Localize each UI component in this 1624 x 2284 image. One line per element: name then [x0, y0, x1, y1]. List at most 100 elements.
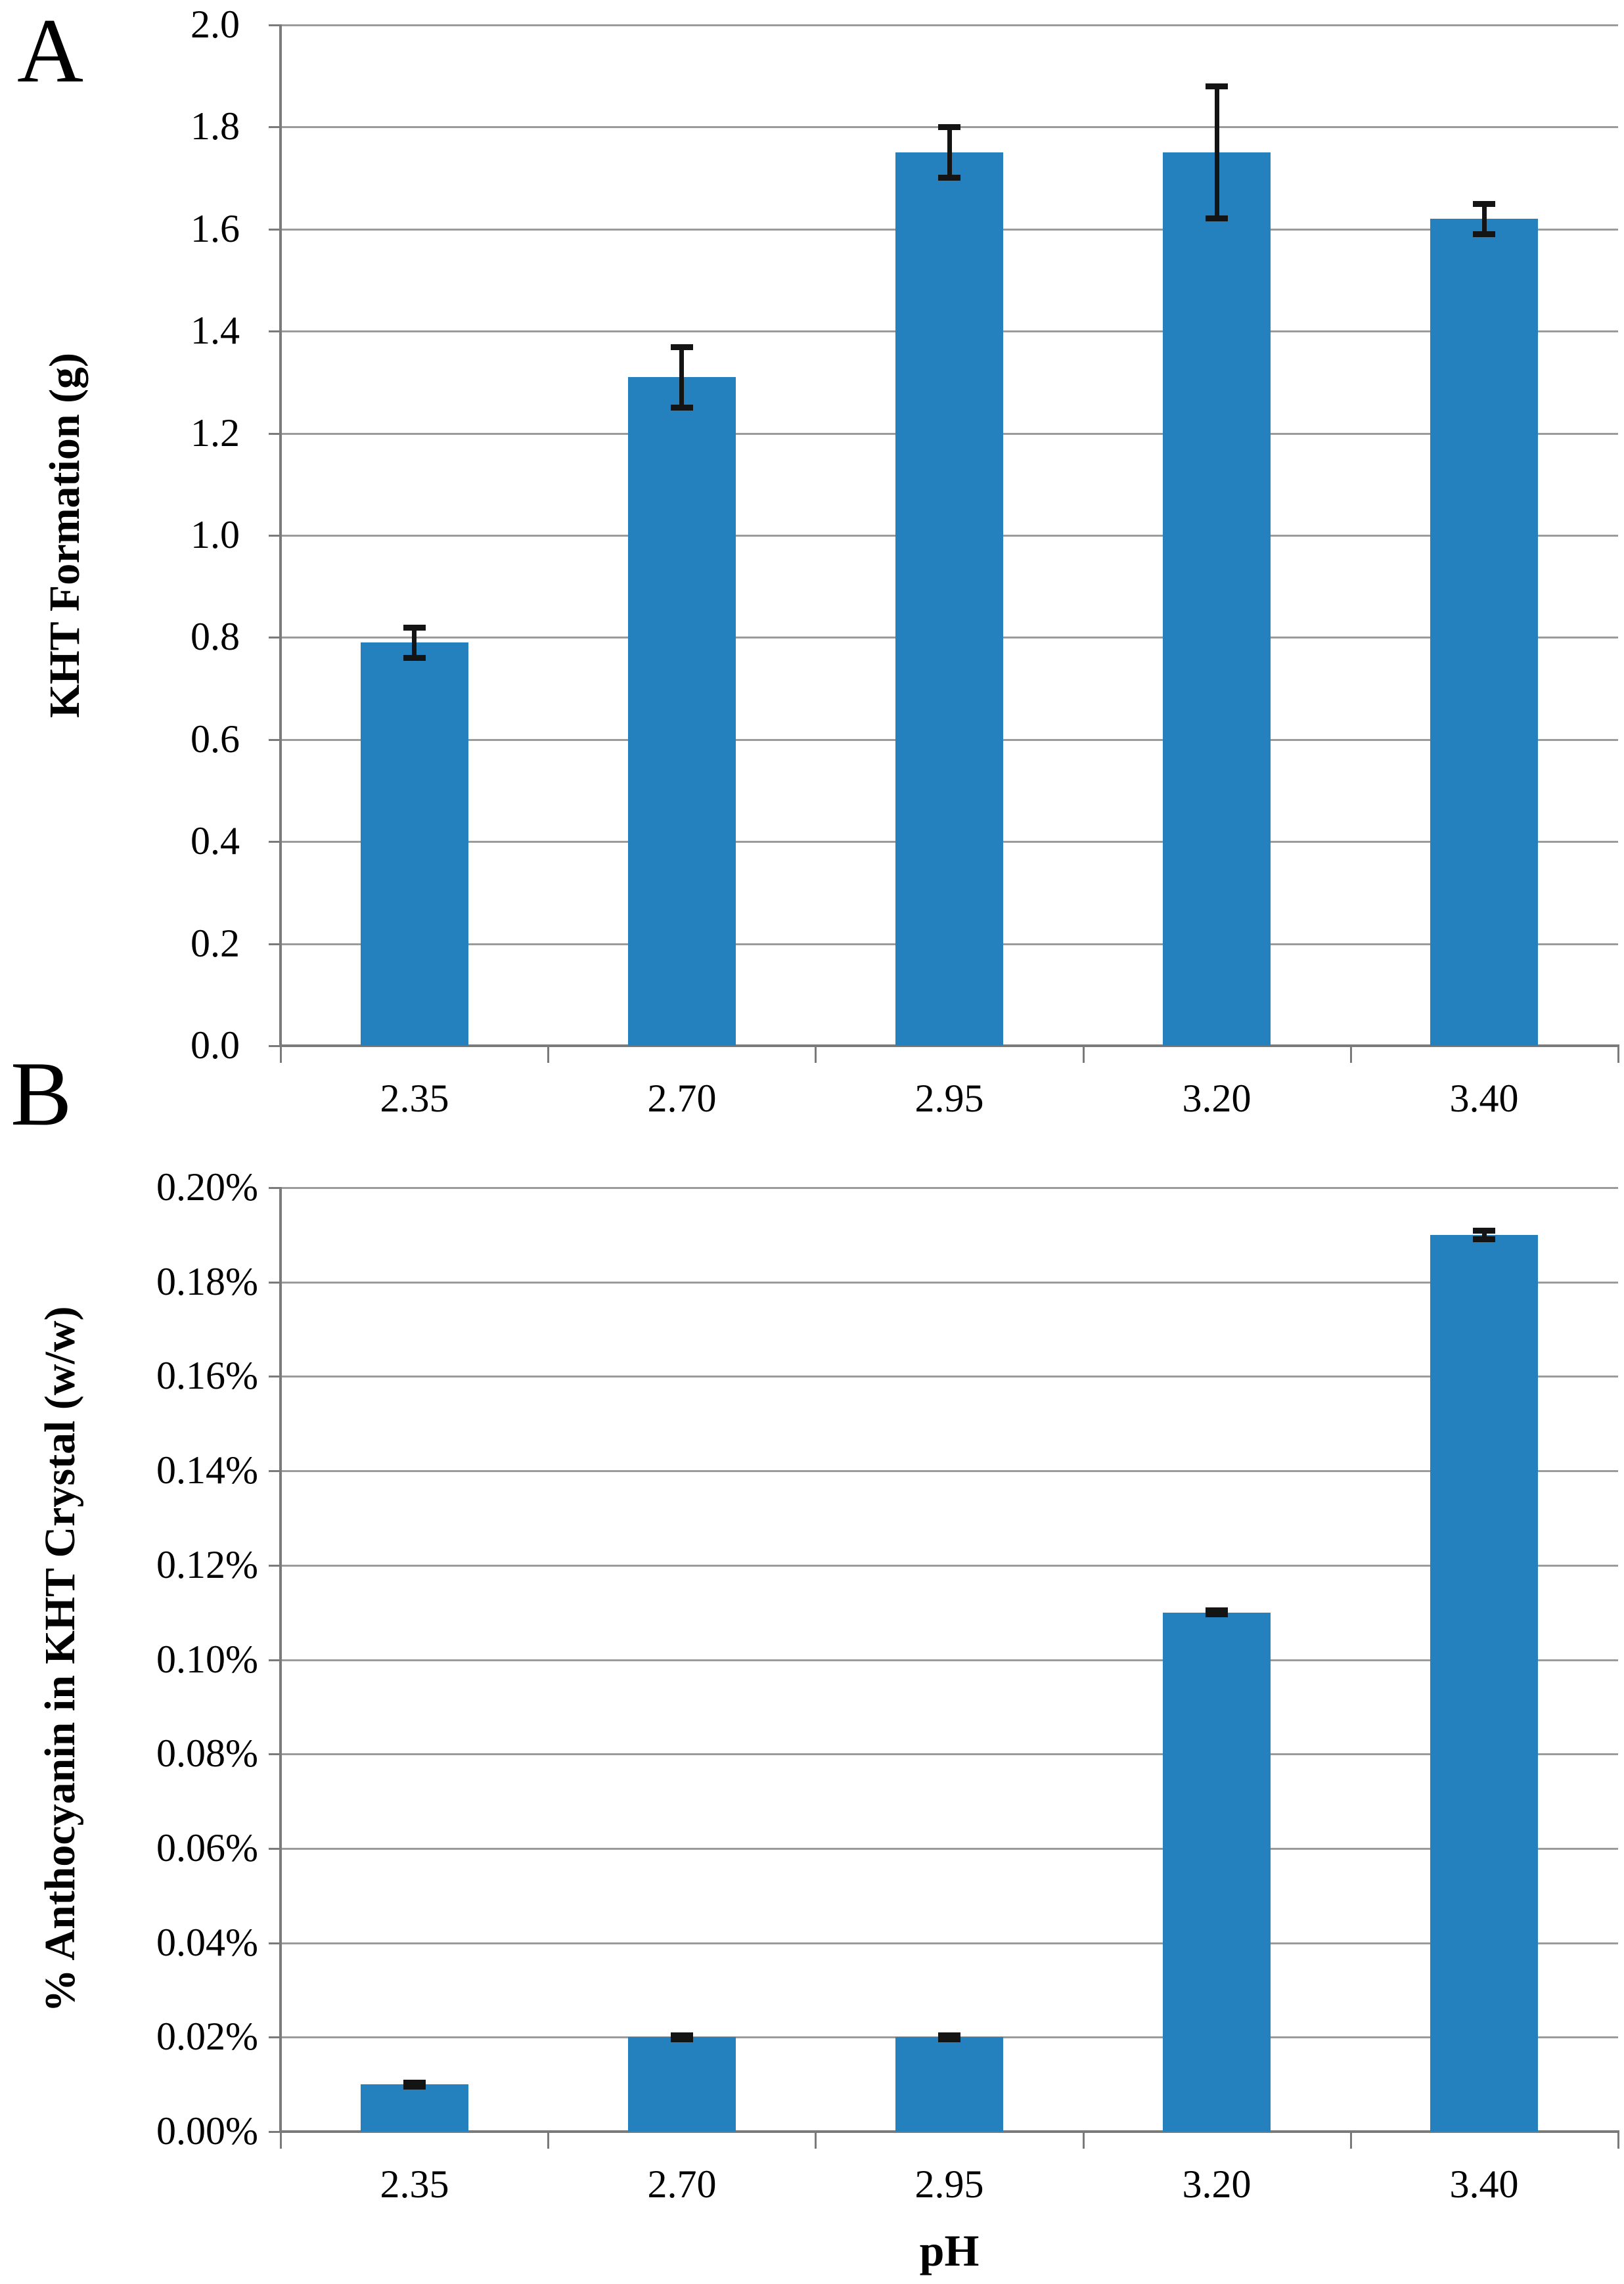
- error-bar-cap-top: [1473, 201, 1495, 207]
- error-bar-cap-bottom: [1473, 1236, 1495, 1242]
- bar: [1163, 152, 1271, 1046]
- y-axis-tick: [269, 1848, 281, 1850]
- y-axis-tick-label: 0.20%: [156, 1165, 258, 1209]
- y-axis-tick-label: 0.06%: [156, 1825, 258, 1870]
- gridline: [281, 24, 1618, 26]
- error-bar-line: [412, 627, 417, 658]
- y-axis-tick-label: 1.4: [191, 308, 240, 352]
- error-bar-line: [947, 127, 952, 178]
- error-bar-cap-top: [403, 2080, 426, 2086]
- error-bar-cap-bottom: [671, 2036, 693, 2042]
- gridline: [281, 1282, 1618, 1284]
- error-bar-cap-top: [938, 2032, 960, 2038]
- y-axis-tick: [269, 1376, 281, 1377]
- y-axis-line: [279, 1187, 282, 2133]
- error-bar-cap-bottom: [1473, 231, 1495, 237]
- x-axis-tick: [1350, 2132, 1352, 2149]
- error-bar-line: [1482, 1230, 1487, 1240]
- error-bar-line: [679, 347, 684, 408]
- y-axis-tick-label: 0.18%: [156, 1259, 258, 1303]
- y-axis-tick: [269, 330, 281, 332]
- gridline: [281, 1659, 1618, 1661]
- bar: [1430, 219, 1538, 1046]
- error-bar-cap-bottom: [403, 655, 426, 661]
- y-axis-tick: [269, 1942, 281, 1944]
- error-bar-cap-top: [403, 625, 426, 631]
- y-axis-tick: [269, 24, 281, 26]
- x-axis-category-label: 3.40: [1449, 2162, 1519, 2206]
- y-axis-tick-label: 0.8: [191, 614, 240, 658]
- y-axis-tick: [269, 1187, 281, 1189]
- x-axis-category-label: 2.35: [380, 2162, 449, 2206]
- bar: [895, 152, 1003, 1046]
- bar: [361, 2084, 468, 2132]
- x-axis-tick: [280, 2132, 282, 2149]
- x-axis-category-label: 3.20: [1182, 2162, 1252, 2206]
- x-axis-tick: [1350, 1046, 1352, 1063]
- y-axis-tick-label: 0.12%: [156, 1542, 258, 1586]
- y-axis-tick: [269, 2036, 281, 2038]
- error-bar-cap-top: [938, 124, 960, 130]
- gridline: [281, 1376, 1618, 1377]
- y-axis-tick: [269, 1753, 281, 1755]
- x-axis-tick: [1083, 1046, 1085, 1063]
- y-axis-tick: [269, 1659, 281, 1661]
- panel-a-label: A: [17, 0, 84, 102]
- gridline: [281, 1565, 1618, 1567]
- y-axis-tick-label: 0.08%: [156, 1731, 258, 1775]
- x-axis-category-label: 2.35: [380, 1077, 449, 1120]
- bar: [628, 2037, 736, 2132]
- error-bar-cap-bottom: [1206, 215, 1228, 221]
- y-axis-tick: [269, 943, 281, 945]
- y-axis-line: [279, 24, 282, 1047]
- x-axis-tick: [815, 2132, 817, 2149]
- bar: [895, 2037, 1003, 2132]
- error-bar-cap-top: [1473, 1228, 1495, 1234]
- y-axis-tick-label: 1.0: [191, 512, 240, 556]
- gridline: [281, 1470, 1618, 1472]
- bar: [628, 377, 736, 1046]
- gridline: [281, 1942, 1618, 1944]
- gridline: [281, 1753, 1618, 1755]
- y-axis-tick-label: 0.4: [191, 818, 240, 862]
- y-axis-tick-label: 1.6: [191, 206, 240, 250]
- x-axis-tick: [547, 2132, 549, 2149]
- x-axis-tick: [547, 1046, 549, 1063]
- panel-a-plot-area: 2.0 1.8 1.6 1.4 1.2 1.0 0.8 0.6 0.4 0.2 0.0 2.35 2.7…: [191, 5, 1619, 1118]
- error-bar-cap-top: [671, 344, 693, 350]
- y-axis-tick-label: 0.02%: [156, 2014, 258, 2058]
- y-axis-tick: [269, 637, 281, 638]
- x-axis-category-label: 3.40: [1449, 1077, 1519, 1120]
- gridline: [281, 1848, 1618, 1850]
- y-axis-tick-label: 0.10%: [156, 1637, 258, 1681]
- x-axis-tick: [1617, 2132, 1619, 2149]
- error-bar-cap-top: [671, 2032, 693, 2038]
- y-axis-tick: [269, 433, 281, 435]
- y-axis-tick: [269, 1045, 281, 1047]
- error-bar-cap-top: [1206, 83, 1228, 89]
- y-axis-tick: [269, 229, 281, 231]
- y-axis-tick: [269, 1282, 281, 1284]
- y-axis-tick: [269, 2131, 281, 2133]
- error-bar-cap-bottom: [938, 2036, 960, 2042]
- x-axis-category-label: 3.20: [1182, 1077, 1252, 1120]
- y-axis-tick: [269, 841, 281, 843]
- x-axis-category-label: 2.95: [914, 1077, 984, 1120]
- x-axis-category-label: 2.70: [647, 2162, 717, 2206]
- y-axis-tick-label: 0.14%: [156, 1448, 258, 1492]
- error-bar-line: [1215, 86, 1219, 219]
- y-axis-tick: [269, 535, 281, 537]
- y-axis-tick-label: 0.00%: [156, 2109, 258, 2153]
- x-axis-tick: [1617, 1046, 1619, 1063]
- y-axis-tick-label: 1.8: [191, 104, 240, 148]
- y-axis-tick: [269, 126, 281, 128]
- bar: [1430, 1235, 1538, 2132]
- x-axis-title: pH: [919, 2226, 980, 2275]
- y-axis-tick-label: 0.16%: [156, 1353, 258, 1397]
- bar: [1163, 1613, 1271, 2132]
- y-axis-tick: [269, 1565, 281, 1567]
- x-axis-tick: [1083, 2132, 1085, 2149]
- error-bar-cap-bottom: [938, 175, 960, 181]
- error-bar-cap-bottom: [671, 405, 693, 411]
